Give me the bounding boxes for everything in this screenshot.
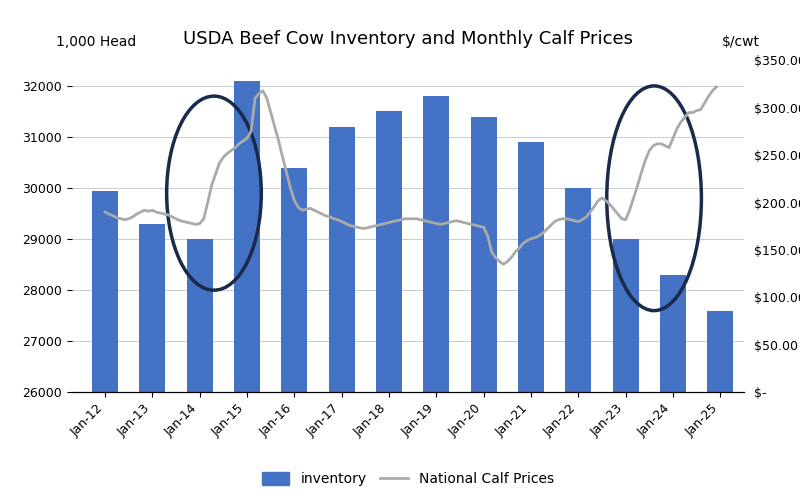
- Bar: [139, 224, 166, 503]
- Bar: [376, 112, 402, 503]
- Bar: [329, 127, 354, 503]
- Bar: [282, 167, 307, 503]
- Line: National Calf Prices: National Calf Prices: [105, 87, 717, 264]
- Bar: [234, 81, 260, 503]
- National Calf Prices: [254, 91, 264, 97]
- National Calf Prices: [353, 224, 362, 230]
- National Calf Prices: [100, 209, 110, 215]
- National Calf Prices: [712, 84, 722, 90]
- Text: 1,000 Head: 1,000 Head: [56, 35, 136, 49]
- Title: USDA Beef Cow Inventory and Monthly Calf Prices: USDA Beef Cow Inventory and Monthly Calf…: [183, 30, 633, 48]
- National Calf Prices: [598, 195, 607, 201]
- National Calf Prices: [498, 261, 508, 267]
- Text: $/cwt: $/cwt: [722, 35, 760, 49]
- Bar: [613, 239, 638, 503]
- National Calf Prices: [463, 220, 473, 226]
- Bar: [423, 96, 450, 503]
- Bar: [470, 117, 497, 503]
- National Calf Prices: [526, 236, 536, 242]
- Bar: [566, 188, 591, 503]
- Legend: inventory, National Calf Prices: inventory, National Calf Prices: [256, 466, 560, 491]
- Bar: [92, 191, 118, 503]
- Bar: [707, 311, 734, 503]
- National Calf Prices: [329, 216, 338, 222]
- Bar: [186, 239, 213, 503]
- Bar: [518, 142, 544, 503]
- Bar: [660, 275, 686, 503]
